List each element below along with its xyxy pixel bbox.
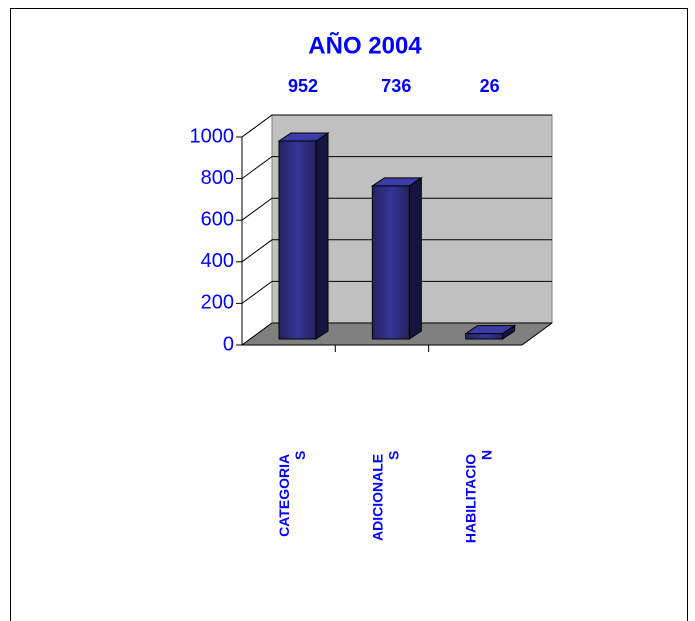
bar-front xyxy=(278,140,317,340)
grid-line xyxy=(241,280,552,304)
y-tick-label: 400 xyxy=(201,250,234,272)
bar-side xyxy=(408,176,422,340)
data-label: 952 xyxy=(288,76,318,96)
x-tick-label: CATEGORIA S xyxy=(276,450,308,537)
data-label: 736 xyxy=(381,76,411,96)
bar xyxy=(370,176,423,340)
grid-line xyxy=(241,156,552,180)
grid-line xyxy=(241,322,552,346)
bar-front xyxy=(465,333,504,340)
floor-edge xyxy=(521,322,553,346)
y-tick-label: 600 xyxy=(201,208,234,230)
bar-front xyxy=(371,185,410,340)
x-tick-label: HABILITACIO N xyxy=(462,450,494,543)
y-tick-label: 0 xyxy=(223,333,234,355)
chart-title: AÑO 2004 xyxy=(308,31,422,59)
bar xyxy=(277,132,330,340)
grid-line xyxy=(241,239,552,263)
bar xyxy=(464,324,517,340)
y-tick-label: 800 xyxy=(201,167,234,189)
y-tick-label: 200 xyxy=(201,292,234,314)
data-label: 26 xyxy=(480,76,500,96)
bar-side xyxy=(315,132,329,340)
grid-line xyxy=(241,114,552,138)
grid-line xyxy=(241,197,552,221)
side-wall xyxy=(241,114,273,346)
y-tick-label: 1000 xyxy=(190,125,235,147)
x-tick-label: ADICIONALE S xyxy=(369,450,401,541)
